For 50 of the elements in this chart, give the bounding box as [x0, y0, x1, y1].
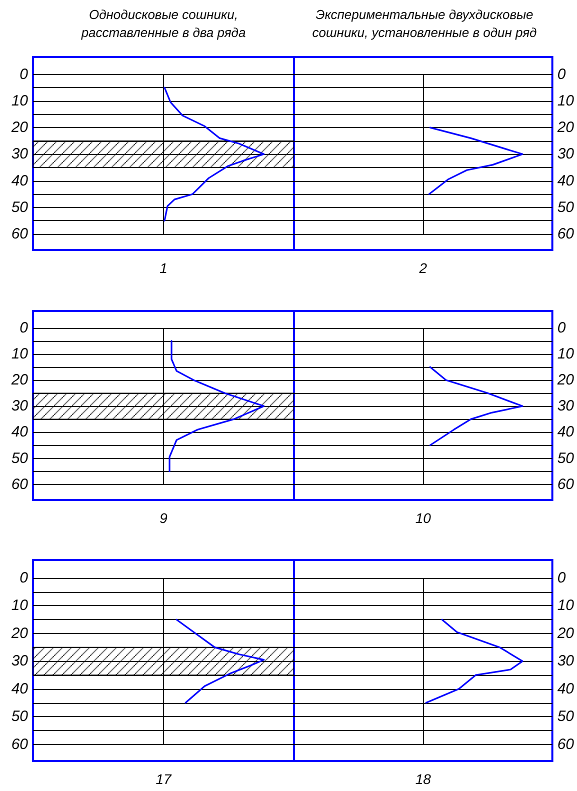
y-tick-label: 20	[10, 624, 29, 642]
y-tick-label: 40	[557, 424, 575, 441]
y-tick-label: 10	[11, 92, 29, 110]
chart-title: Однодисковые сошники, расставленные в два ряда	[80, 6, 247, 42]
x-axis-title: 1	[160, 260, 168, 276]
y-tick-label: 40	[11, 172, 29, 190]
y-tick-label: 30	[11, 652, 29, 670]
y-tick-label: 20	[10, 372, 29, 389]
y-tick-label: 60	[557, 226, 575, 243]
y-tick-label: 10	[557, 92, 575, 110]
y-tick-label: 20	[556, 624, 575, 642]
y-tick-label: 50	[11, 198, 29, 216]
y-tick-label: 30	[557, 652, 575, 670]
y-tick-label: 10	[11, 597, 29, 614]
x-axis-title: 17	[156, 771, 172, 787]
y-tick-label: 30	[557, 398, 575, 415]
y-tick-label: 60	[557, 476, 575, 493]
y-tick-label: 0	[557, 66, 566, 83]
x-axis-title: 2	[418, 260, 428, 276]
y-tick-label: 30	[557, 146, 575, 163]
y-tick-label: 60	[11, 476, 29, 493]
y-tick-label: 10	[557, 597, 575, 614]
y-tick-label: 0	[20, 66, 29, 83]
y-tick-label: 0	[20, 570, 29, 587]
y-tick-label: 40	[557, 172, 575, 190]
y-tick-label: 30	[11, 146, 29, 163]
y-tick-label: 50	[11, 708, 29, 726]
y-tick-label: 0	[557, 319, 566, 336]
y-tick-label: 20	[556, 372, 575, 389]
y-tick-label: 50	[11, 450, 29, 467]
y-tick-label: 20	[556, 119, 575, 136]
y-tick-label: 20	[10, 119, 29, 136]
y-tick-label: 0	[557, 570, 566, 587]
y-tick-label: 40	[11, 680, 29, 698]
y-tick-label: 60	[11, 226, 29, 243]
y-tick-label: 10	[557, 346, 575, 363]
y-tick-label: 60	[557, 736, 575, 753]
y-tick-label: 30	[11, 398, 29, 415]
y-tick-label: 0	[20, 319, 29, 336]
x-axis-title: 9	[160, 510, 168, 526]
y-tick-label: 10	[11, 346, 29, 363]
y-tick-label: 40	[11, 424, 29, 441]
y-tick-label: 40	[557, 680, 575, 698]
chart-title: Экспериментальные двухдисковые сошники, установленные в один ряд	[311, 6, 538, 42]
y-tick-label: 60	[11, 736, 29, 753]
x-axis-title: 10	[415, 510, 432, 526]
x-axis-title: 18	[415, 771, 432, 787]
y-tick-label: 50	[557, 708, 575, 726]
y-tick-label: 50	[557, 198, 575, 216]
y-tick-label: 50	[557, 450, 575, 467]
